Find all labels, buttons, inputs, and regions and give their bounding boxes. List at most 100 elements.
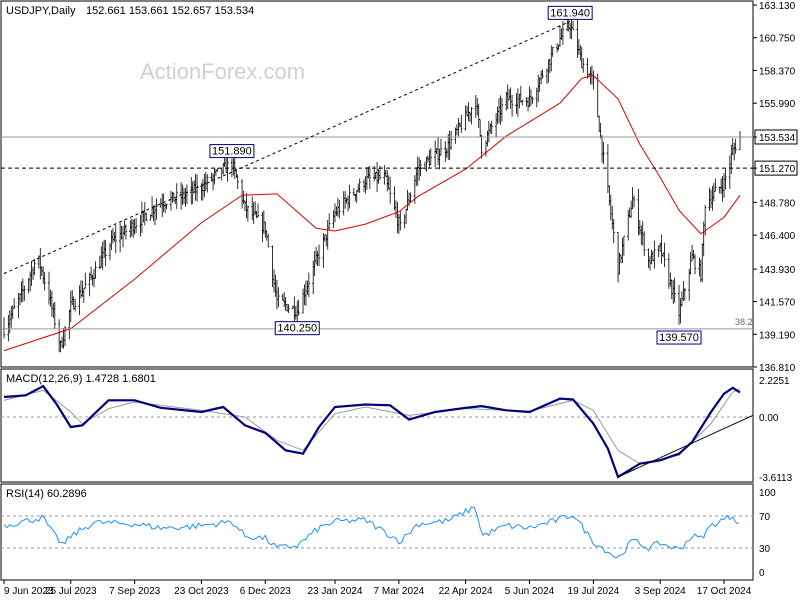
- price-bar: [490, 120, 493, 135]
- price-bar: [236, 174, 239, 189]
- price-bar: [114, 224, 117, 254]
- moving-average-line: [3, 75, 741, 352]
- date-tick-label: 22 Apr 2024: [439, 586, 493, 597]
- date-tick-label: 5 Jun 2024: [505, 586, 555, 597]
- price-bar: [297, 299, 300, 316]
- price-bar: [419, 160, 422, 177]
- price-bar: [348, 184, 351, 209]
- price-label-text: 161.940: [550, 7, 590, 19]
- price-bar: [500, 97, 504, 122]
- price-bar: [551, 46, 554, 57]
- price-bar: [134, 217, 138, 234]
- price-tick-label: 141.570: [759, 298, 796, 309]
- price-tick-label: 158.370: [759, 66, 796, 77]
- price-label-text: 139.570: [659, 332, 699, 344]
- price-bar: [531, 96, 534, 104]
- price-bar: [388, 176, 392, 204]
- rsi-panel: [0, 483, 754, 581]
- price-bar: [124, 224, 128, 240]
- price-label-box: [547, 5, 593, 20]
- price-label-box: [274, 321, 320, 336]
- price-bar: [73, 298, 77, 312]
- macd-tick-label: -3.6113: [759, 473, 793, 484]
- price-bar: [43, 272, 46, 291]
- price-bar: [602, 142, 605, 165]
- price-bar: [53, 301, 57, 329]
- date-tick-label: 19 Jul 2024: [568, 586, 620, 597]
- symbol-label: USDJPY,Daily: [6, 5, 76, 17]
- axis-layer: 163.130 160.750 158.370 155.990 153.534 151.2…: [3, 1, 798, 597]
- price-bar: [145, 212, 148, 222]
- price-tick-label: 155.990: [759, 99, 796, 110]
- price-bar: [216, 168, 219, 172]
- price-bar: [155, 198, 158, 220]
- date-tick-label: 7 Mar 2024: [374, 586, 425, 597]
- price-bar: [439, 138, 443, 156]
- price-bar: [358, 178, 361, 193]
- price-bar: [246, 205, 250, 222]
- price-bar: [409, 192, 412, 202]
- price-bar: [510, 94, 514, 117]
- date-tick-label: 17 Oct 2024: [697, 586, 752, 597]
- macd-title: MACD(12,26,9) 1.4728 1.6801: [6, 373, 156, 385]
- price-bar: [317, 244, 321, 267]
- price-bar: [33, 258, 36, 276]
- price-bar: [449, 130, 453, 150]
- price-bar: [12, 298, 16, 309]
- price-bar: [642, 231, 646, 257]
- macd-tick-label: 0.00: [759, 413, 779, 424]
- price-bar: [277, 287, 280, 308]
- price-bar: [165, 203, 168, 210]
- date-tick-label: 3 Sep 2024: [635, 586, 687, 597]
- price-bar: [734, 138, 737, 154]
- price-bar: [653, 240, 656, 269]
- price-label: 151.890: [209, 144, 255, 159]
- price-bar: [460, 115, 463, 134]
- price-tick-label: 143.930: [759, 265, 796, 276]
- price-tick-label: 146.400: [759, 231, 796, 242]
- price-bar: [571, 20, 575, 30]
- price-bar: [582, 58, 585, 73]
- price-bar: [663, 242, 666, 267]
- price-bar: [693, 254, 697, 275]
- date-tick-label: 23 Jan 2024: [307, 586, 362, 597]
- date-tick-label: 7 Sep 2023: [109, 586, 161, 597]
- watermark: ActionForex.com: [140, 59, 305, 84]
- price-bar: [480, 135, 483, 159]
- price-bar: [338, 199, 341, 219]
- price-bar: [84, 272, 87, 289]
- price-label: 139.570: [656, 330, 702, 345]
- price-label-text: 140.250: [277, 323, 317, 335]
- price-bar: [622, 235, 626, 256]
- ohlc-readout: 152.661 153.661 152.657 153.534: [86, 5, 254, 17]
- price-bar: [267, 233, 270, 248]
- price-bar: [541, 69, 544, 79]
- price-bar: [632, 195, 636, 208]
- rsi-tick-label: 100: [759, 488, 776, 499]
- rsi-tick-label: 0: [759, 568, 765, 579]
- macd-line: [3, 384, 741, 479]
- price-bar: [561, 20, 565, 46]
- price-bar: [104, 240, 107, 267]
- price-bar: [683, 288, 687, 301]
- price-tick-label: 160.750: [759, 34, 796, 45]
- price-tick-label: 153.534: [759, 133, 796, 144]
- price-label: 161.940: [547, 5, 593, 20]
- rsi-line: [3, 506, 739, 559]
- price-label-box: [656, 330, 702, 345]
- price-layer: 38.2 161.940 151.890 140.250 139.570: [1, 5, 753, 353]
- date-tick-label: 23 Oct 2023: [174, 586, 229, 597]
- price-label-text: 151.890: [212, 146, 252, 158]
- price-bar: [714, 178, 717, 192]
- macd-trendline: [617, 414, 754, 478]
- price-bar: [673, 277, 676, 303]
- price-tick-label: 139.190: [759, 330, 796, 341]
- date-tick-label: 9 Jun 2023: [4, 586, 54, 597]
- price-bar: [368, 166, 372, 189]
- rsi-layer: [1, 506, 753, 559]
- price-bar: [287, 304, 290, 314]
- rsi-title: RSI(14) 60.2896: [6, 488, 87, 500]
- price-bar: [226, 155, 229, 182]
- price-bar: [612, 219, 615, 244]
